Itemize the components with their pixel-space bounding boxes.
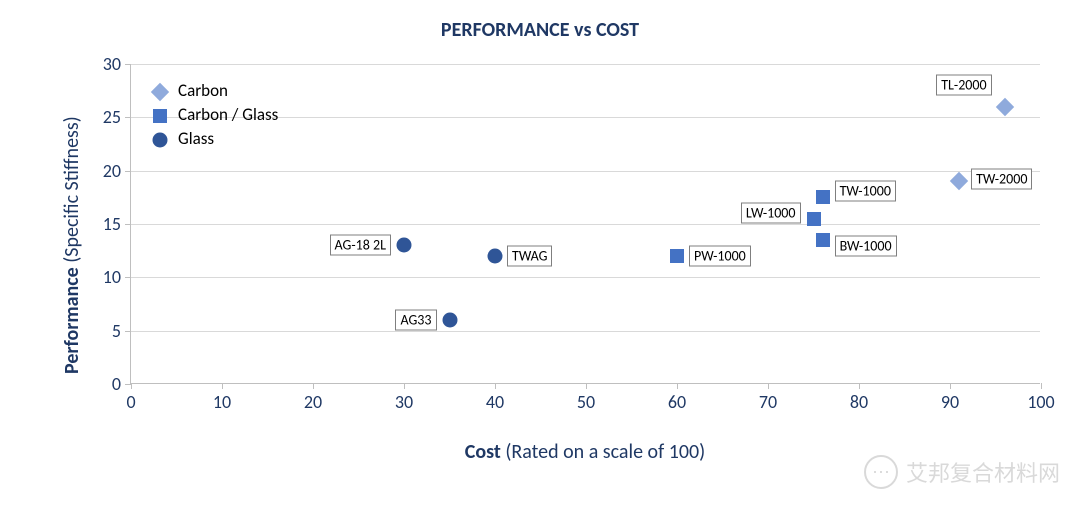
- x-tick-mark: [313, 383, 314, 389]
- x-axis-title: Cost (Rated on a scale of 100): [465, 440, 705, 464]
- y-tick-label: 5: [112, 320, 121, 342]
- y-tick-mark: [125, 171, 131, 172]
- data-label: TW-1000: [835, 181, 896, 202]
- data-point: [807, 212, 821, 226]
- legend-marker: [153, 133, 168, 148]
- data-label: AG33: [395, 310, 436, 331]
- legend-marker: [153, 109, 167, 123]
- y-tick-mark: [125, 117, 131, 118]
- y-tick-label: 0: [112, 373, 121, 395]
- x-tick-mark: [859, 383, 860, 389]
- data-label: LW-1000: [741, 202, 801, 223]
- y-axis-title: Performance (Specific Stiffness): [60, 116, 84, 374]
- grid-line: [131, 224, 1040, 225]
- x-tick-label: 90: [941, 391, 959, 413]
- y-tick-mark: [125, 277, 131, 278]
- x-tick-mark: [131, 383, 132, 389]
- grid-line: [131, 171, 1040, 172]
- data-point: [995, 97, 1013, 115]
- data-label: BW-1000: [835, 236, 897, 257]
- data-point: [816, 190, 830, 204]
- data-label: TL-2000: [936, 74, 991, 95]
- y-tick-label: 20: [103, 160, 121, 182]
- data-label: AG-18 2L: [330, 235, 391, 256]
- legend-label: Glass: [178, 128, 214, 149]
- data-label: PW-1000: [689, 246, 751, 267]
- grid-line: [131, 277, 1040, 278]
- x-tick-label: 50: [577, 391, 595, 413]
- chart-title: PERFORMANCE vs COST: [0, 18, 1080, 42]
- x-tick-label: 20: [304, 391, 322, 413]
- x-tick-label: 0: [126, 391, 135, 413]
- data-label: TWAG: [507, 246, 552, 267]
- data-point: [397, 238, 412, 253]
- x-tick-mark: [222, 383, 223, 389]
- x-tick-mark: [677, 383, 678, 389]
- legend-label: Carbon: [178, 80, 228, 101]
- x-tick-label: 100: [1027, 391, 1054, 413]
- data-point: [442, 313, 457, 328]
- watermark: ⋯ 艾邦复合材料网: [864, 455, 1060, 489]
- x-tick-mark: [1041, 383, 1042, 389]
- x-tick-mark: [950, 383, 951, 389]
- data-label: TW-2000: [971, 169, 1032, 190]
- x-tick-label: 70: [759, 391, 777, 413]
- watermark-icon: ⋯: [864, 455, 898, 489]
- x-tick-label: 10: [213, 391, 231, 413]
- y-tick-mark: [125, 224, 131, 225]
- y-tick-mark: [125, 64, 131, 65]
- x-tick-label: 30: [395, 391, 413, 413]
- y-tick-label: 30: [103, 53, 121, 75]
- data-point: [670, 249, 684, 263]
- y-tick-label: 10: [103, 266, 121, 288]
- y-tick-label: 25: [103, 106, 121, 128]
- x-tick-label: 60: [668, 391, 686, 413]
- x-tick-mark: [586, 383, 587, 389]
- grid-line: [131, 64, 1040, 65]
- data-point: [816, 233, 830, 247]
- watermark-text: 艾邦复合材料网: [906, 456, 1060, 488]
- x-tick-mark: [404, 383, 405, 389]
- y-tick-mark: [125, 331, 131, 332]
- data-point: [488, 249, 503, 264]
- y-tick-label: 15: [103, 213, 121, 235]
- x-tick-mark: [768, 383, 769, 389]
- x-tick-label: 80: [850, 391, 868, 413]
- legend-label: Carbon / Glass: [178, 104, 278, 125]
- x-tick-mark: [495, 383, 496, 389]
- scatter-chart: PERFORMANCE vs COST 0 5 10 15 20 25 30 0 10 20 30 4…: [0, 0, 1080, 509]
- data-point: [950, 172, 968, 190]
- grid-line: [131, 331, 1040, 332]
- x-tick-label: 40: [486, 391, 504, 413]
